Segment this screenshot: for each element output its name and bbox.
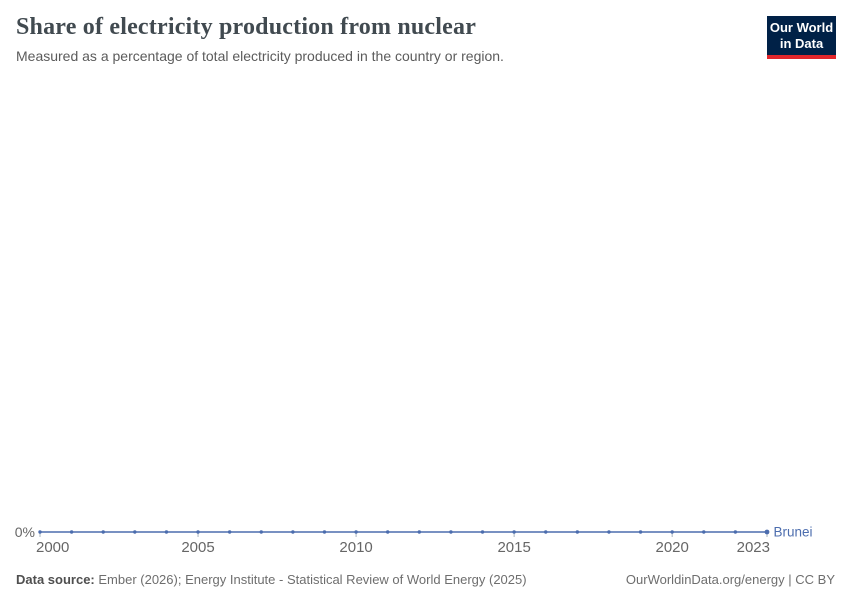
chart-subtitle: Measured as a percentage of total electr… — [16, 48, 504, 64]
data-point[interactable] — [196, 530, 200, 534]
data-point[interactable] — [322, 530, 327, 534]
chart-footer: Data source: Ember (2026); Energy Instit… — [16, 572, 835, 587]
x-axis-label: 2000 — [36, 539, 69, 556]
y-axis-label: 0% — [15, 524, 35, 540]
data-point[interactable] — [733, 530, 738, 534]
x-axis-label: 2010 — [339, 539, 372, 556]
data-point[interactable] — [101, 530, 105, 534]
footer-attribution: OurWorldinData.org/energy | CC BY — [626, 572, 835, 587]
data-point[interactable] — [227, 530, 232, 534]
owid-logo[interactable]: Our World in Data — [767, 16, 836, 59]
x-axis-label: 2015 — [497, 539, 530, 556]
data-point[interactable] — [449, 530, 453, 534]
footer-separator: | — [784, 572, 796, 587]
data-point[interactable] — [38, 530, 42, 534]
owid-logo-line1: Our World — [769, 20, 834, 35]
data-point[interactable] — [544, 530, 548, 534]
data-point[interactable] — [259, 530, 263, 534]
data-point[interactable] — [764, 529, 770, 535]
data-point[interactable] — [575, 530, 580, 534]
data-point[interactable] — [480, 530, 485, 534]
data-source-text: Ember (2026); Energy Institute - Statist… — [94, 572, 527, 587]
data-point[interactable] — [702, 530, 706, 534]
data-point[interactable] — [607, 530, 611, 534]
x-axis-label: 2023 — [737, 539, 770, 556]
data-point[interactable] — [670, 530, 674, 534]
data-point[interactable] — [512, 530, 516, 534]
data-point[interactable] — [638, 530, 643, 534]
owid-url-link[interactable]: OurWorldinData.org/energy — [625, 572, 785, 587]
data-point[interactable] — [69, 530, 74, 534]
data-point[interactable] — [291, 530, 295, 534]
license-link[interactable]: CC BY — [795, 572, 835, 587]
data-source-label: Data source: — [16, 572, 95, 587]
data-point[interactable] — [354, 530, 358, 534]
owid-logo-stripe — [767, 55, 836, 59]
series-label[interactable]: Brunei — [774, 525, 813, 540]
data-point[interactable] — [133, 530, 137, 534]
page-title: Share of electricity production from nuc… — [16, 14, 477, 40]
data-point[interactable] — [164, 530, 169, 534]
chart-header: Share of electricity production from nuc… — [16, 14, 740, 64]
data-point[interactable] — [385, 530, 390, 534]
data-source-note: Data source: Ember (2026); Energy Instit… — [16, 572, 527, 587]
x-axis-label: 2020 — [655, 539, 688, 556]
data-point[interactable] — [417, 530, 422, 534]
x-axis-label: 2005 — [181, 539, 214, 556]
owid-logo-line2: in Data — [779, 36, 824, 51]
